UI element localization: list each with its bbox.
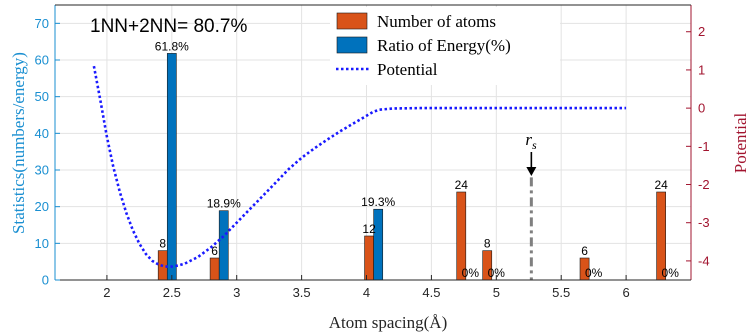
x-tick-label: 3 — [233, 285, 240, 300]
y-tick-label-right: 2 — [698, 24, 705, 39]
x-tick-label: 6 — [622, 285, 629, 300]
x-tick-label: 4 — [363, 285, 370, 300]
bar-label-energy: 0% — [662, 266, 680, 280]
x-tick-label: 4.5 — [422, 285, 440, 300]
legend-swatch — [336, 12, 368, 30]
bar-label-atoms: 6 — [581, 244, 588, 258]
y-tick-label-left: 10 — [35, 236, 49, 251]
bar-label-energy: 19.3% — [361, 195, 395, 209]
legend-label: Potential — [377, 60, 438, 79]
y-tick-label-left: 40 — [35, 126, 49, 141]
potential-line — [92, 65, 627, 268]
bar-label-atoms: 12 — [362, 222, 376, 236]
bar-label-atoms: 8 — [159, 237, 166, 251]
bar-label-atoms: 24 — [455, 178, 469, 192]
y-tick-label-right: -1 — [698, 139, 710, 154]
bar-label-energy: 0% — [585, 266, 603, 280]
axes: 2 2.5 3 3.5 4 4.5 5 5.5 6010203040506070-4-3-2-1… — [35, 4, 710, 300]
y-tick-label-left: 50 — [35, 89, 49, 104]
bar-label-atoms: 8 — [484, 237, 491, 251]
potential-series — [92, 65, 627, 268]
bar-label-atoms: 24 — [654, 178, 668, 192]
y-tick-label-right: -2 — [698, 177, 710, 192]
x-tick-label: 2 — [103, 285, 110, 300]
bar-atoms — [364, 235, 374, 281]
legend-swatch — [336, 36, 368, 54]
y-tick-label-right: -3 — [698, 215, 710, 230]
legend-label: Ratio of Energy(%) — [377, 36, 511, 55]
y-axis-label-left: Statistics(numbers/energy) — [9, 52, 28, 234]
bar-label-energy: 0% — [462, 266, 480, 280]
rs-marker: rs — [525, 130, 537, 280]
bar-energy — [218, 210, 229, 281]
y-tick-label-right: -4 — [698, 253, 710, 268]
bar-energy — [373, 208, 384, 281]
y-tick-label-left: 60 — [35, 53, 49, 68]
bar-energy — [166, 53, 177, 281]
bar-label-atoms: 6 — [211, 244, 218, 258]
y-tick-label-left: 30 — [35, 163, 49, 178]
x-tick-label: 3.5 — [293, 285, 311, 300]
y-tick-label-left: 20 — [35, 199, 49, 214]
bar-labels: 8 6 12 24 8 6 24 61.8% 18.9% 19.3% 0% 0% 0% 0% — [155, 39, 679, 280]
legend-label: Number of atoms — [377, 12, 496, 31]
bar-label-energy: 18.9% — [207, 197, 241, 211]
y-axis-label-right: Potential — [731, 113, 750, 174]
y-tick-label-left: 70 — [35, 16, 49, 31]
x-axis-label: Atom spacing(Å) — [329, 313, 448, 332]
bar-label-energy: 61.8% — [155, 39, 189, 53]
legend-box — [330, 7, 560, 85]
rs-label: rs — [525, 130, 537, 152]
x-tick-label: 5 — [493, 285, 500, 300]
rs-subscript: s — [532, 138, 537, 152]
bar-label-energy: 0% — [488, 266, 506, 280]
rs-arrow-head — [526, 167, 537, 176]
x-tick-label: 5.5 — [552, 285, 570, 300]
bar-atoms — [209, 257, 220, 281]
y-tick-label-left: 0 — [42, 273, 49, 288]
x-tick-label: 2.5 — [163, 285, 181, 300]
legend: Number of atoms Ratio of Energy(%) Potenti… — [330, 7, 560, 85]
y-tick-label-right: 1 — [698, 62, 705, 77]
y-tick-label-right: 0 — [698, 101, 705, 116]
annotation: 1NN+2NN= 80.7% — [90, 16, 247, 37]
